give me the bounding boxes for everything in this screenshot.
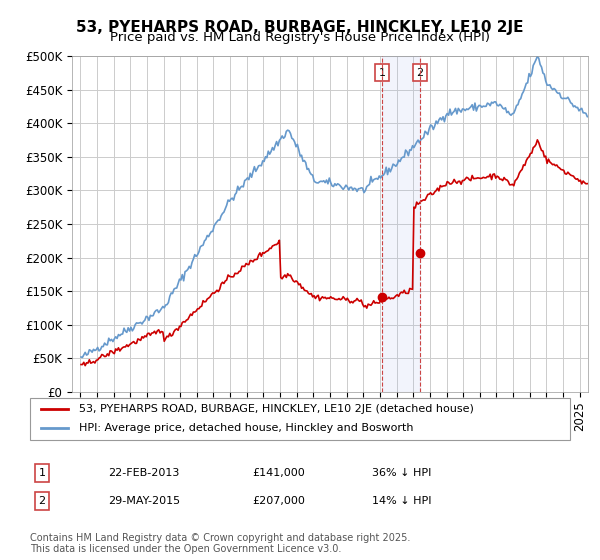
Text: 53, PYEHARPS ROAD, BURBAGE, HINCKLEY, LE10 2JE (detached house): 53, PYEHARPS ROAD, BURBAGE, HINCKLEY, LE… — [79, 404, 473, 414]
Text: Price paid vs. HM Land Registry's House Price Index (HPI): Price paid vs. HM Land Registry's House … — [110, 31, 490, 44]
Text: £207,000: £207,000 — [252, 496, 305, 506]
Text: 36% ↓ HPI: 36% ↓ HPI — [372, 468, 431, 478]
Bar — [382, 56, 420, 392]
Text: 1: 1 — [38, 468, 46, 478]
Text: £141,000: £141,000 — [252, 468, 305, 478]
Text: 1: 1 — [379, 68, 386, 78]
Text: Contains HM Land Registry data © Crown copyright and database right 2025.
This d: Contains HM Land Registry data © Crown c… — [30, 533, 410, 554]
Text: 14% ↓ HPI: 14% ↓ HPI — [372, 496, 431, 506]
Text: 2: 2 — [38, 496, 46, 506]
Text: 53, PYEHARPS ROAD, BURBAGE, HINCKLEY, LE10 2JE: 53, PYEHARPS ROAD, BURBAGE, HINCKLEY, LE… — [76, 20, 524, 35]
FancyBboxPatch shape — [30, 398, 570, 440]
Text: 29-MAY-2015: 29-MAY-2015 — [108, 496, 180, 506]
Text: 2: 2 — [416, 68, 424, 78]
Text: HPI: Average price, detached house, Hinckley and Bosworth: HPI: Average price, detached house, Hinc… — [79, 423, 413, 433]
Text: 22-FEB-2013: 22-FEB-2013 — [108, 468, 179, 478]
